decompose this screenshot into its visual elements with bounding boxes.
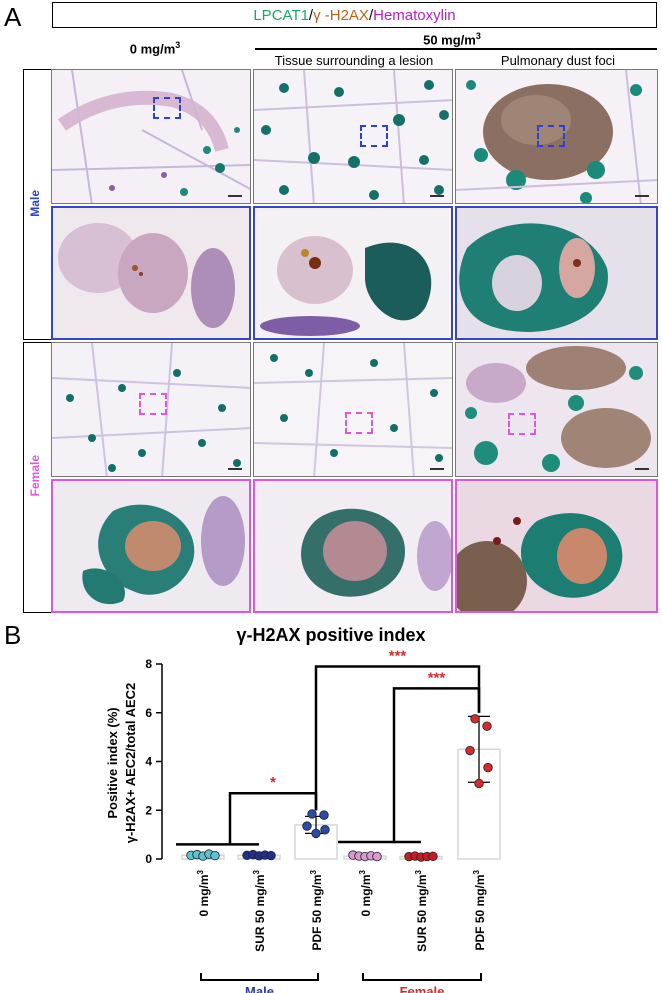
group-brackets: Male Female xyxy=(200,973,482,993)
micrograph-image xyxy=(53,208,249,338)
y-tick-label: 2 xyxy=(145,803,152,817)
data-point xyxy=(474,778,484,789)
header-dose-50-rule xyxy=(255,48,657,50)
roi-box-male-sur xyxy=(360,125,388,147)
significance-brackets: ******* xyxy=(176,647,481,846)
significance-label: *** xyxy=(389,647,407,664)
data-point xyxy=(266,850,276,861)
x-tick-label: SUR 50 mg/m3 xyxy=(252,869,267,951)
x-tick-label: PDF 50 mg/m3 xyxy=(309,869,324,950)
stain-h2ax: γ -H2AX xyxy=(313,6,369,24)
data-point xyxy=(483,762,493,773)
data-point xyxy=(470,714,480,724)
micrograph-male-sur-zoom xyxy=(253,206,453,340)
header-pulmonary-dust-foci: Pulmonary dust foci xyxy=(500,53,616,68)
micrograph-male-pdf-overview xyxy=(455,69,658,204)
y-tick-label: 8 xyxy=(145,657,152,671)
scale-bar xyxy=(228,195,242,197)
significance-label: * xyxy=(270,774,276,791)
y-axis-label-line2: γ-H2AX+ AEC2/total AEC2 xyxy=(123,683,138,844)
micrograph-image xyxy=(456,343,657,476)
x-tick-label: 0 mg/m3 xyxy=(196,869,211,916)
data-point xyxy=(319,810,329,820)
micrograph-image xyxy=(457,208,656,338)
x-axis-tick-labels: 0 mg/m3 SUR 50 mg/m3 PDF 50 mg/m3 0 mg/m3 SU… xyxy=(196,869,487,951)
micrograph-female-0-zoom xyxy=(51,479,251,613)
roi-box-female-sur xyxy=(345,412,373,434)
group-bracket xyxy=(200,973,319,981)
stain-legend: LPCAT1 / γ -H2AX / Hematoxylin xyxy=(52,2,657,28)
header-dose-0: 0 mg/m3 xyxy=(129,40,181,57)
micrograph-image xyxy=(52,343,250,476)
data-point xyxy=(482,721,492,731)
micrograph-male-sur-overview xyxy=(253,69,453,204)
error-bars xyxy=(192,715,490,859)
micrograph-image xyxy=(254,70,452,203)
micrograph-male-0-zoom xyxy=(51,206,251,340)
header-dose-50: 50 mg/m3 xyxy=(423,31,481,48)
panel-b-letter: B xyxy=(4,620,22,650)
micrograph-female-sur-zoom xyxy=(253,479,453,613)
data-point xyxy=(428,851,438,862)
data-point xyxy=(465,745,475,756)
y-axis-ticks: 0 2 4 6 8 xyxy=(145,657,162,866)
x-tick-label: SUR 50 mg/m3 xyxy=(414,869,429,951)
roi-box-male-0 xyxy=(153,97,181,119)
male-row-bracket xyxy=(23,69,51,340)
y-axis-label-line1: Positive index (%) xyxy=(105,707,120,818)
data-point xyxy=(210,850,220,861)
female-row-bracket xyxy=(23,342,51,613)
micrograph-image xyxy=(255,481,451,611)
micrograph-male-pdf-zoom xyxy=(455,206,658,340)
micrograph-image xyxy=(254,343,452,476)
data-point xyxy=(302,821,312,831)
group-bracket xyxy=(362,973,482,981)
row-label-male: Male xyxy=(28,190,42,217)
x-tick-label: 0 mg/m3 xyxy=(358,869,373,916)
roi-box-female-0 xyxy=(139,393,167,415)
micrograph-image xyxy=(52,70,250,203)
data-point xyxy=(372,851,382,862)
micrograph-female-sur-overview xyxy=(253,342,453,477)
scale-bar xyxy=(430,195,444,197)
stain-sep-1: / xyxy=(308,6,314,24)
y-tick-label: 4 xyxy=(145,755,152,769)
scale-bar xyxy=(635,195,649,197)
group-label: Female xyxy=(400,984,445,993)
y-tick-label: 6 xyxy=(145,706,152,720)
scale-bar xyxy=(228,468,242,470)
micrograph-female-pdf-overview xyxy=(455,342,658,477)
stain-sep-2: / xyxy=(368,6,374,24)
data-point xyxy=(320,825,330,835)
group-label: Male xyxy=(245,984,274,993)
significance-label: *** xyxy=(428,669,446,686)
chart-title: γ-H2AX positive index xyxy=(236,625,425,645)
micrograph-image xyxy=(457,481,656,611)
roi-box-male-pdf xyxy=(537,125,565,147)
row-label-female: Female xyxy=(28,455,42,497)
micrograph-image xyxy=(53,481,249,611)
significance-bracket xyxy=(392,687,481,842)
x-tick-label: PDF 50 mg/m3 xyxy=(472,869,487,950)
y-tick-label: 0 xyxy=(145,852,152,866)
chart-h2ax-positive-index: γ-H2AX positive index Positive index (%)… xyxy=(105,625,501,993)
scale-bar xyxy=(430,468,444,470)
scale-bar xyxy=(635,468,649,470)
micrograph-female-0-overview xyxy=(51,342,251,477)
data-points xyxy=(186,714,493,862)
micrograph-image xyxy=(255,208,451,338)
stain-lpcat1: LPCAT1 xyxy=(253,6,309,24)
roi-box-female-pdf xyxy=(508,413,536,435)
header-tissue-surrounding: Tissue surrounding a lesion xyxy=(274,53,434,68)
micrograph-male-0-overview xyxy=(51,69,251,204)
data-point xyxy=(307,809,317,819)
micrograph-image xyxy=(456,70,657,203)
stain-hematoxylin: Hematoxylin xyxy=(373,6,456,24)
micrograph-female-pdf-zoom xyxy=(455,479,658,613)
data-point xyxy=(311,828,321,839)
panel-a-letter: A xyxy=(4,2,22,32)
